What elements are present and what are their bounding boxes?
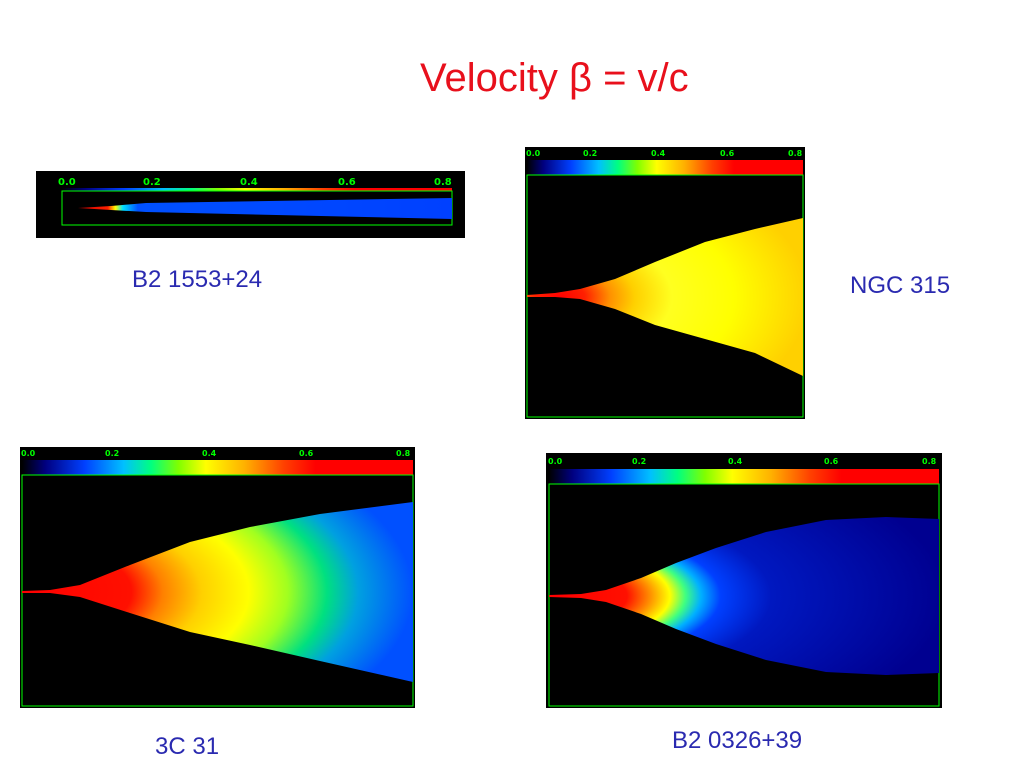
jet-flow [22,502,413,682]
colorbar-tick: 0.6 [338,177,356,188]
colorbar-tick: 0.0 [21,449,36,458]
colorbar [527,160,803,175]
colorbar-ticks: 0.0 0.2 0.4 0.6 0.8 [548,457,937,466]
colorbar-tick: 0.8 [788,149,803,158]
jet-map-b2-0326: 0.0 0.2 0.4 0.6 0.8 [546,453,942,708]
colorbar [22,460,413,475]
slide-title: Velocity β = v/c [420,56,689,100]
panel-label-3c31: 3C 31 [155,733,220,760]
colorbar-ticks: 0.0 0.2 0.4 0.6 0.8 [21,449,411,458]
jet-flow [78,198,452,219]
colorbar-tick: 0.2 [583,149,597,158]
colorbar-ticks: 0.0 0.2 0.4 0.6 0.8 [58,177,452,188]
panel-label-b2-0326: B2 0326+39 [672,727,803,754]
colorbar-tick: 0.4 [202,449,217,458]
colorbar-tick: 0.4 [728,457,743,466]
jet-flow [527,218,803,376]
colorbar [62,188,452,191]
colorbar-tick: 0.0 [548,457,563,466]
colorbar-tick: 0.4 [651,149,666,158]
jet-map-ngc315: 0.0 0.2 0.4 0.6 0.8 [525,147,805,419]
colorbar-tick: 0.2 [105,449,119,458]
colorbar-ticks: 0.0 0.2 0.4 0.6 0.8 [526,149,803,158]
colorbar-tick: 0.8 [434,177,452,188]
jet-map-b2-1553: 0.0 0.2 0.4 0.6 0.8 [36,171,465,238]
jet-map-3c31: 0.0 0.2 0.4 0.6 0.8 [20,447,415,708]
panel-label-b2-1553: B2 1553+24 [132,266,263,293]
colorbar-tick: 0.2 [143,177,161,188]
panel-label-ngc315: NGC 315 [850,272,951,299]
colorbar-tick: 0.6 [720,149,735,158]
colorbar-tick: 0.2 [632,457,646,466]
colorbar-tick: 0.0 [58,177,76,188]
colorbar [549,469,939,484]
colorbar-tick: 0.4 [240,177,258,188]
colorbar-tick: 0.8 [396,449,411,458]
colorbar-tick: 0.6 [824,457,839,466]
colorbar-tick: 0.8 [922,457,937,466]
jet-flow [549,517,939,675]
colorbar-tick: 0.0 [526,149,541,158]
colorbar-tick: 0.6 [299,449,314,458]
